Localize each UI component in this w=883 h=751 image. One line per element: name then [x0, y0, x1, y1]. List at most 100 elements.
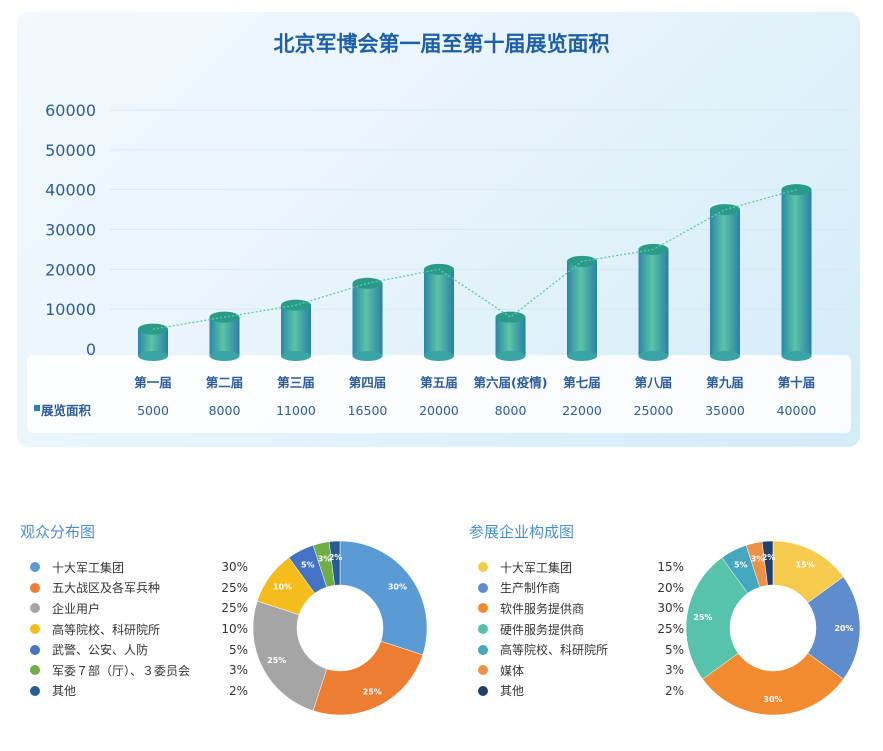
legend-dot-icon [30, 562, 40, 573]
legend-dot-icon [478, 603, 488, 614]
legend-label: 硬件服务提供商 [500, 622, 585, 637]
slice-label: 2% [762, 553, 776, 562]
legend-label: 企业用户 [52, 601, 101, 616]
bar [424, 269, 454, 356]
legend-item: 军委７部（厅）、３委员会 3% [22, 660, 248, 681]
slice-label: 25% [693, 613, 712, 622]
legend-value: 2% [228, 683, 248, 698]
data-label: 5000 [137, 403, 169, 418]
y-tick-label: 0 [86, 340, 96, 359]
data-label: 11000 [276, 403, 316, 418]
bar [638, 249, 669, 356]
bar-top [495, 311, 526, 323]
slice-label: 30% [388, 582, 407, 591]
legend-item: 软件服务提供商 30% [470, 598, 684, 619]
legend-label: 武警、公安、人防 [52, 643, 149, 658]
slice-label: 2% [329, 553, 343, 562]
legend-dot-icon [30, 624, 40, 635]
bar [710, 209, 740, 356]
exhibitor-donut-chart: 15% 20% 30% 25% 5%3%2% [685, 540, 861, 716]
donut-slice [807, 576, 861, 680]
bar [281, 305, 311, 356]
trend-line [152, 189, 797, 330]
bar-base [567, 351, 597, 361]
data-label: 16500 [348, 403, 388, 418]
category-label: 第一届 [134, 375, 172, 390]
legend-label: 其他 [52, 684, 77, 699]
legend-value: 5% [664, 642, 684, 657]
legend-item: 企业用户 25% [22, 598, 248, 619]
legend-dot-icon [30, 685, 40, 696]
bar-base [424, 351, 454, 361]
legend-item: 十大军工集团 30% [22, 557, 248, 578]
category-label: 第九届 [706, 375, 744, 390]
legend-item: 十大军工集团 15% [470, 557, 684, 578]
legend-item: 五大战区及各军兵种 25% [22, 578, 248, 599]
slice-label: 3% [751, 555, 765, 564]
donut-slice [702, 652, 844, 716]
legend-label: 高等院校、科研院所 [500, 643, 609, 658]
legend-label: 军委７部（厅）、３委员会 [52, 663, 191, 678]
bar-base [710, 351, 740, 361]
legend-value: 2% [664, 683, 684, 698]
legend-value: 25% [657, 622, 684, 637]
data-label: 35000 [705, 403, 745, 418]
category-label: 第七届 [563, 375, 601, 390]
bar [352, 283, 383, 356]
category-label: 第四届 [349, 375, 387, 390]
legend-dot-icon [478, 562, 488, 573]
exhibitor-chart-title: 参展企业构成图 [469, 523, 575, 541]
slice-label: 25% [267, 656, 286, 665]
audience-donut-chart: 30% 25% 25% 10% 5%3%2% [252, 540, 428, 716]
donut-slice [312, 640, 424, 716]
bar-base [138, 351, 168, 361]
slice-label: 5% [734, 561, 748, 570]
legend-value: 30% [221, 560, 248, 575]
category-label: 第八届 [635, 375, 673, 390]
data-label: 40000 [777, 403, 817, 418]
donut-slice [685, 557, 749, 680]
y-tick-label: 30000 [45, 221, 96, 240]
y-tick-label: 40000 [45, 181, 96, 200]
legend-value: 10% [221, 622, 248, 637]
legend-item: 媒体 3% [470, 660, 684, 681]
legend-item: 高等院校、科研院所 10% [22, 619, 248, 640]
bar [567, 261, 597, 356]
slice-label: 25% [363, 687, 382, 696]
series-label: 展览面积 [41, 403, 92, 418]
donut-slice [339, 540, 428, 656]
legend-item: 其他 2% [22, 681, 248, 702]
bar-base [781, 351, 812, 361]
bar-chart-title: 北京军博会第一届至第十届展览面积 [273, 32, 610, 56]
legend-label: 媒体 [500, 663, 525, 678]
legend-item: 生产制作商 20% [470, 578, 684, 599]
legend-dot-icon [30, 582, 40, 593]
legend-value: 3% [664, 663, 684, 678]
bar-base [495, 351, 526, 361]
legend-value: 25% [221, 580, 248, 595]
legend-item: 武警、公安、人防 5% [22, 639, 248, 660]
category-label: 第六届(疫情) [474, 375, 548, 390]
audience-legend: 十大军工集团 30% 五大战区及各军兵种 25% 企业用户 25% 高等院校、科研院所 10%… [22, 557, 248, 702]
exhibitor-legend: 十大军工集团 15% 生产制作商 20% 软件服务提供商 30% 硬件服务提供商 25% 高等院… [470, 557, 684, 701]
category-label: 第二届 [206, 375, 244, 390]
slice-label: 15% [796, 561, 815, 570]
bar [209, 317, 240, 356]
legend-swatch [34, 405, 40, 411]
y-tick-label: 20000 [45, 260, 96, 279]
data-label: 20000 [419, 403, 459, 418]
legend-label: 五大战区及各军兵种 [52, 581, 161, 596]
slice-label: 3% [318, 555, 332, 564]
bar-base [281, 351, 311, 361]
legend-dot-icon [478, 685, 488, 696]
legend-item: 高等院校、科研院所 5% [470, 639, 684, 660]
bar-top [352, 277, 383, 289]
bar [495, 317, 526, 356]
legend-value: 5% [228, 642, 248, 657]
legend-dot-icon [478, 624, 488, 635]
legend-dot-icon [478, 644, 488, 655]
donut-slice [761, 540, 774, 586]
data-label: 22000 [562, 403, 602, 418]
slice-label: 5% [301, 561, 315, 570]
category-label: 第三届 [277, 375, 315, 390]
